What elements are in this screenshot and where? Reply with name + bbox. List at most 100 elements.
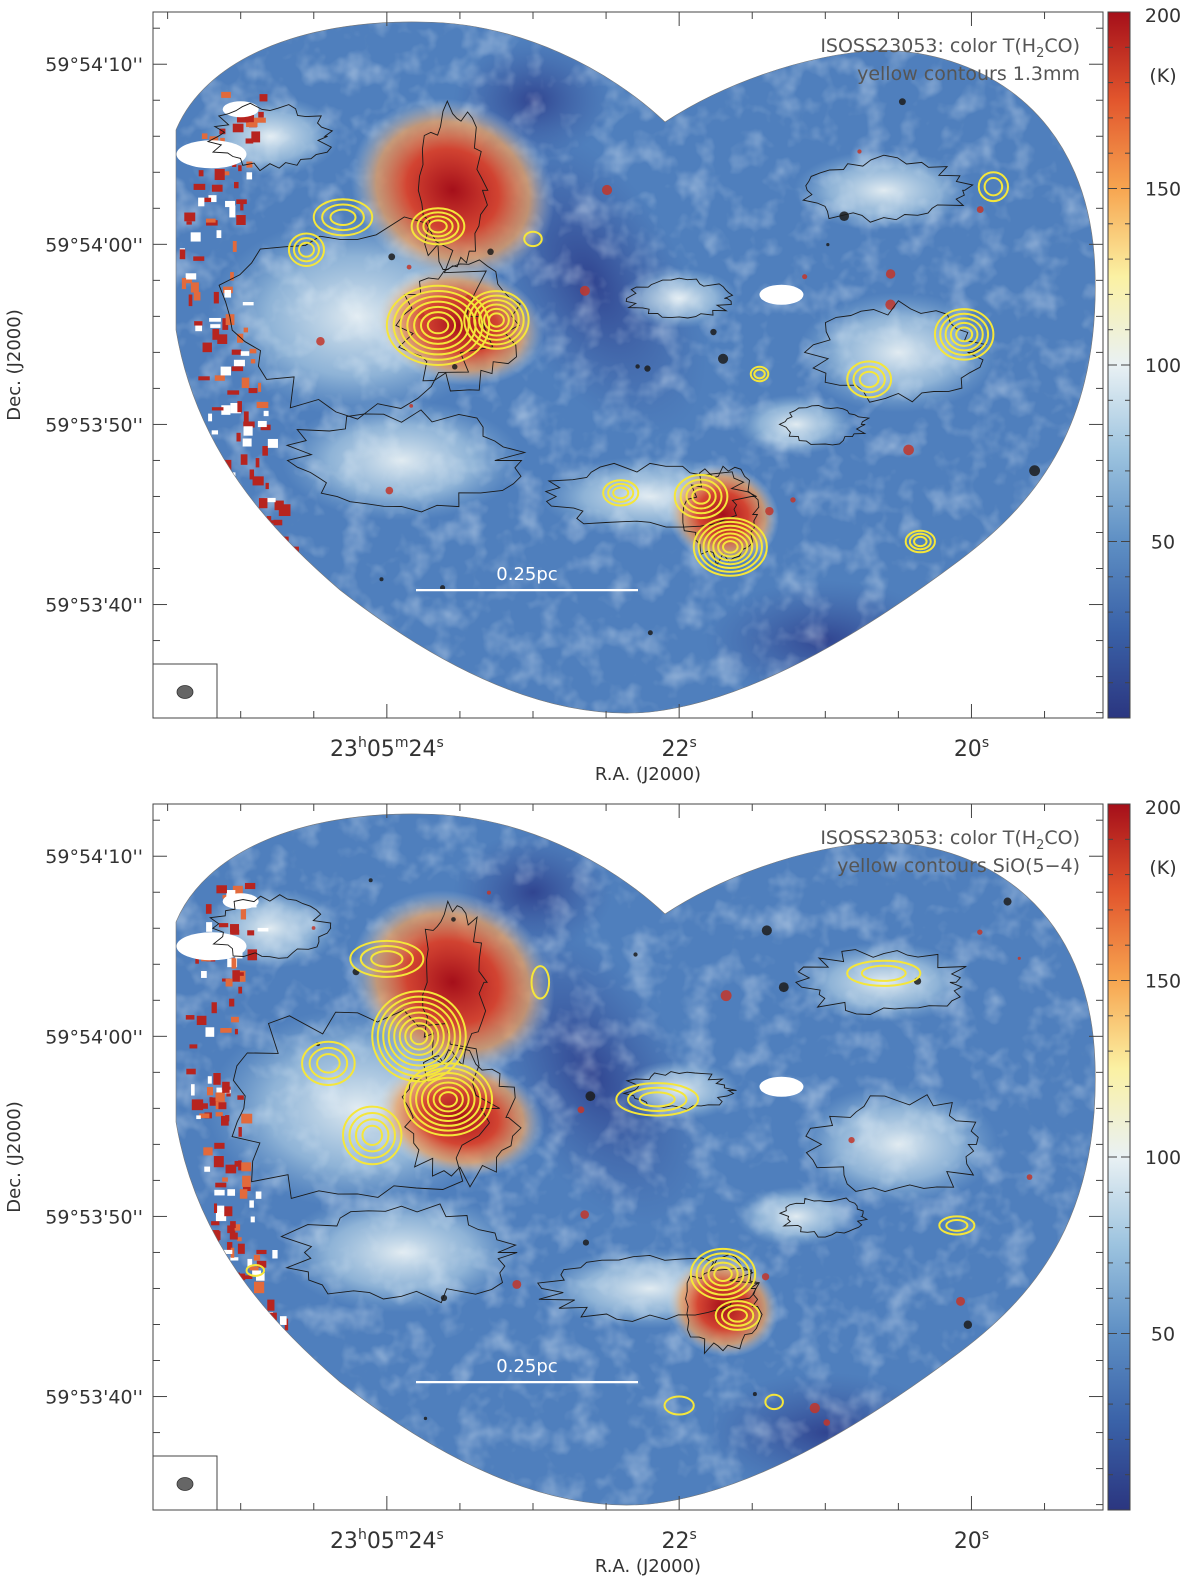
contour-source-12-level-1 — [983, 177, 1004, 197]
ra-tick-label: 20s — [954, 1527, 989, 1554]
contour-source-10-level-1 — [908, 532, 932, 551]
colorbar-unit: (K) — [1149, 857, 1176, 879]
contour-source-0-level-4 — [413, 305, 463, 345]
contour-source-8-level-0 — [933, 308, 995, 361]
contour-source-5-level-1 — [627, 1086, 688, 1112]
contour-source-13-level-0 — [523, 230, 543, 248]
contour-source-3-level-2 — [329, 208, 357, 227]
contour-source-1-level-1 — [468, 294, 525, 346]
colorbar-tick-label: 50 — [1151, 532, 1175, 554]
panel-subtitle: yellow contours SiO(5−4) — [837, 855, 1080, 877]
contour-source-0-level-1 — [392, 290, 484, 361]
contour-source-5-level-1 — [697, 520, 763, 573]
contour-source-6-level-2 — [685, 483, 717, 510]
contour-source-2-level-3 — [428, 219, 448, 234]
contour-source-6-level-2 — [701, 1257, 745, 1292]
contour-source-9-level-0 — [938, 1215, 976, 1236]
contour-source-0-level-3 — [387, 1006, 451, 1067]
contour-source-5-level-0 — [615, 1082, 700, 1117]
contour-source-2-level-0 — [342, 1105, 403, 1166]
contour-source-8-level-3 — [949, 321, 979, 347]
contour-source-4-level-2 — [297, 241, 315, 258]
contour-source-0-level-5 — [419, 311, 457, 340]
colorbar-tick-label: 200 — [1145, 5, 1181, 27]
contour-source-5-level-6 — [722, 540, 739, 554]
contour-source-8-level-0 — [846, 959, 922, 987]
contour-source-2-level-2 — [354, 1118, 390, 1153]
colorbar-tick-label: 100 — [1145, 355, 1181, 377]
contour-source-1-level-3 — [420, 1076, 476, 1122]
contour-source-1-level-5 — [432, 1086, 464, 1113]
colorbar-tick-label: 150 — [1145, 179, 1181, 201]
contour-source-2-level-2 — [422, 215, 454, 238]
ra-tick-label: 22s — [662, 1527, 697, 1554]
dec-tick-label: 59°54'00'' — [45, 234, 143, 256]
contour-source-7-level-2 — [727, 1308, 749, 1323]
temperature-map-sio: 59°54'10'' 59°54'00'' 59°53'50'' 59°53'40''… — [4, 797, 1181, 1577]
contour-source-0-level-5 — [398, 1016, 440, 1056]
contour-source-6-level-4 — [713, 1266, 733, 1282]
panel-1.3mm: 59°54'10'' 59°54'00'' 59°53'50'' 59°53'40''… — [0, 0, 1200, 792]
contour-source-12-level-0 — [977, 171, 1010, 203]
panel-title: ISOSS23053: color T(H2CO) — [820, 827, 1080, 853]
temperature-contours — [206, 100, 988, 567]
x-axis-label: R.A. (J2000) — [595, 1556, 701, 1577]
contour-source-12-level-0 — [764, 1393, 784, 1411]
colorbar-tick-label: 150 — [1145, 971, 1181, 993]
contour-source-11-level-0 — [749, 365, 770, 383]
contour-source-2-level-1 — [348, 1111, 396, 1159]
contour-source-7-level-1 — [607, 482, 635, 503]
contour-source-1-level-6 — [438, 1091, 459, 1108]
colorbar-tick-label: 200 — [1145, 797, 1181, 819]
contour-source-0-level-7 — [409, 1027, 429, 1046]
contour-source-5-level-2 — [638, 1091, 676, 1108]
contour-source-1-level-4 — [483, 307, 510, 333]
contour-source-0-level-3 — [406, 300, 470, 351]
contour-source-1-level-4 — [426, 1081, 470, 1118]
contour-source-0-level-4 — [393, 1011, 445, 1062]
dec-tick-label: 59°54'10'' — [45, 54, 143, 76]
contour-source-1-level-3 — [478, 303, 515, 337]
temperature-map-1.3mm: 59°54'10'' 59°54'00'' 59°53'50'' 59°53'40''… — [4, 5, 1181, 785]
contour-source-0-level-0 — [385, 284, 491, 367]
dec-tick-label: 59°53'50'' — [45, 414, 143, 436]
contour-source-3-level-1 — [321, 203, 365, 232]
contour-source-8-level-2 — [944, 317, 984, 352]
contour-source-6-level-1 — [679, 478, 723, 515]
contour-source-10-level-2 — [913, 535, 928, 548]
contour-source-6-level-1 — [695, 1252, 751, 1296]
contour-source-4-level-2 — [370, 950, 404, 968]
contour-source-6-level-0 — [673, 473, 729, 520]
beam-ellipse — [176, 685, 194, 699]
colorbar-tick-label: 50 — [1151, 1324, 1175, 1346]
contour-source-1-level-0 — [403, 1062, 494, 1137]
ra-tick-label: 23h05m24s — [330, 1527, 444, 1554]
contour-source-0-level-6 — [404, 1022, 434, 1051]
contour-source-0-level-0 — [371, 990, 467, 1083]
contour-source-8-level-1 — [860, 964, 907, 982]
contour-source-7-level-0 — [602, 479, 640, 507]
contour-source-4-level-0 — [287, 232, 326, 267]
contour-source-1-level-0 — [463, 290, 530, 350]
ra-tick-label: 22s — [662, 735, 697, 762]
y-axis-label: Dec. (J2000) — [4, 1101, 25, 1212]
contour-source-0-level-6 — [426, 316, 450, 335]
beam-ellipse — [176, 1477, 194, 1491]
contour-source-0-level-2 — [382, 1000, 456, 1072]
contour-source-1-level-5 — [488, 312, 505, 328]
dec-tick-label: 59°53'40'' — [45, 1387, 143, 1409]
contour-source-3-level-2 — [316, 1053, 341, 1074]
contour-source-5-level-5 — [717, 536, 744, 558]
contour-source-13-level-0 — [245, 1264, 266, 1277]
colorbar-unit: (K) — [1149, 65, 1176, 87]
contour-source-6-level-0 — [689, 1247, 757, 1301]
x-axis-label: R.A. (J2000) — [595, 764, 701, 785]
contour-source-9-level-1 — [945, 1219, 969, 1232]
contour-source-5-level-3 — [707, 528, 754, 566]
contour-source-4-level-1 — [359, 945, 414, 973]
contour-source-9-level-1 — [852, 365, 886, 394]
ra-tick-label: 20s — [954, 735, 989, 762]
contour-source-6-level-3 — [707, 1261, 739, 1287]
panel-sio: 59°54'10'' 59°54'00'' 59°53'50'' 59°53'40''… — [0, 792, 1200, 1584]
contour-source-5-level-4 — [712, 532, 749, 562]
